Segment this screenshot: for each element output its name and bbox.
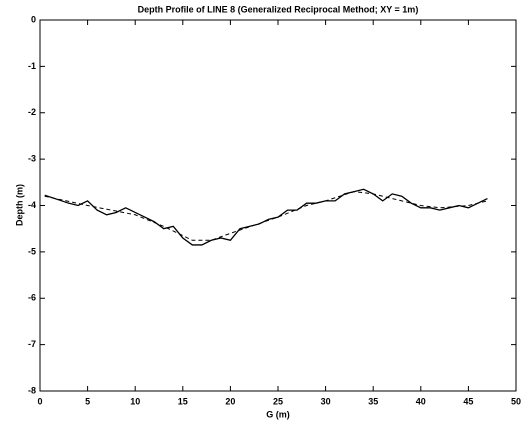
y-tick-label: -4 (28, 200, 36, 210)
x-tick-label: 35 (368, 396, 378, 406)
y-tick-label: -7 (28, 339, 36, 349)
y-tick-label: 0 (31, 14, 36, 24)
y-tick-label: -2 (28, 107, 36, 117)
y-tick-label: -1 (28, 61, 36, 71)
x-tick-label: 15 (178, 396, 188, 406)
x-tick-label: 40 (416, 396, 426, 406)
x-tick-label: 0 (37, 396, 42, 406)
data-line (44, 188, 488, 246)
y-tick-label: -6 (28, 293, 36, 303)
x-tick-label: 30 (321, 396, 331, 406)
y-tick-label: -5 (28, 246, 36, 256)
x-tick-label: 45 (463, 396, 473, 406)
y-tick-label: -3 (28, 154, 36, 164)
x-tick-label: 5 (85, 396, 90, 406)
x-tick-label: 25 (273, 396, 283, 406)
x-tick-label: 10 (130, 396, 140, 406)
x-tick-label: 50 (511, 396, 521, 406)
x-axis-label: G (m) (266, 409, 290, 419)
data-line (44, 191, 488, 241)
chart-title: Depth Profile of LINE 8 (Generalized Rec… (138, 4, 419, 14)
y-tick-label: -8 (28, 385, 36, 395)
plot-frame (39, 19, 517, 392)
y-axis-label: Depth (m) (14, 184, 24, 226)
x-tick-label: 20 (225, 396, 235, 406)
